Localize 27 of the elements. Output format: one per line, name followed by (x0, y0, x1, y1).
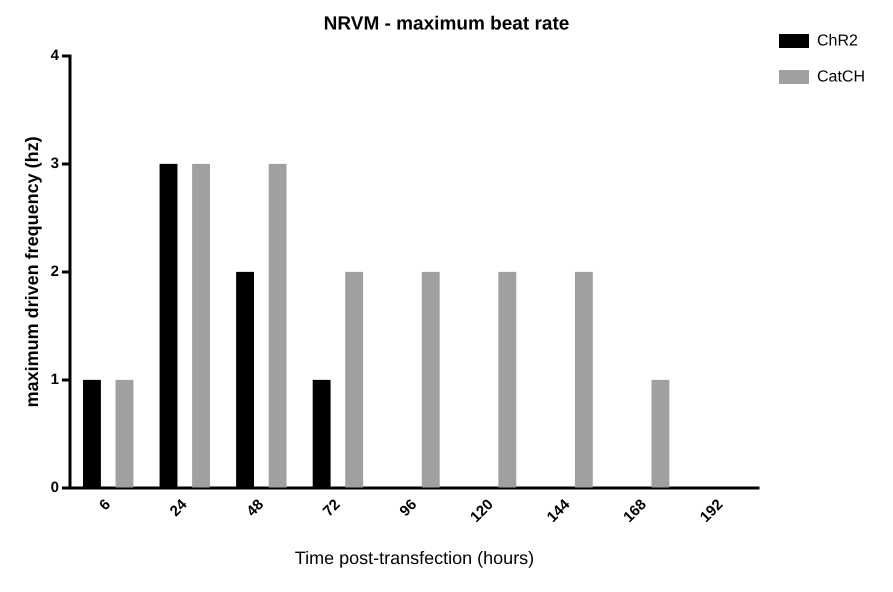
y-tick-label: 2 (50, 263, 59, 280)
bar (651, 380, 670, 488)
bar (116, 380, 134, 488)
x-tick-label: 48 (243, 496, 268, 520)
x-tick-label: 168 (620, 496, 650, 526)
bar (574, 272, 593, 488)
x-tick-label: 24 (166, 496, 192, 520)
chart-title: NRVM - maximum beat rate (324, 14, 570, 35)
y-tick-label: 0 (50, 479, 59, 496)
bar (345, 272, 364, 488)
x-tick-label: 96 (396, 496, 420, 520)
bar (422, 272, 440, 488)
x-tick-label: 192 (696, 496, 726, 526)
y-tick-label: 3 (50, 154, 59, 172)
x-tick-label: 6 (96, 496, 114, 514)
x-tick-label: 144 (544, 496, 574, 526)
bar (192, 164, 210, 488)
bar (498, 272, 516, 488)
legend-label: ChR2 (816, 32, 858, 50)
x-tick-label: 72 (320, 496, 344, 520)
y-tick-label: 4 (50, 46, 60, 64)
bar (268, 164, 287, 488)
y-tick-label: 1 (50, 371, 59, 388)
x-axis-title: Time post-transfection (hours) (294, 548, 534, 568)
legend-label: CatCH (816, 68, 866, 86)
x-tick-label: 120 (467, 496, 497, 526)
y-axis-title: maximum driven frequency (hz) (22, 136, 42, 408)
